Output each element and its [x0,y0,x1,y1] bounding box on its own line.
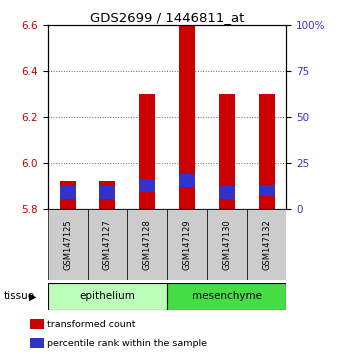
Bar [219,94,235,209]
Bar [258,185,275,196]
Bar [167,209,207,280]
Text: GSM147125: GSM147125 [63,219,72,270]
Text: mesenchyme: mesenchyme [192,291,262,302]
Bar [127,209,167,280]
Bar [179,25,195,209]
Bar [30,319,44,329]
Bar [100,181,115,209]
Text: ▶: ▶ [29,291,36,302]
Bar [88,209,127,280]
Text: epithelium: epithelium [79,291,135,302]
Text: tissue: tissue [3,291,34,302]
Bar [60,186,76,199]
Title: GDS2699 / 1446811_at: GDS2699 / 1446811_at [90,11,244,24]
Text: percentile rank within the sample: percentile rank within the sample [47,339,207,348]
Text: transformed count: transformed count [47,320,135,329]
Text: GSM147132: GSM147132 [262,219,271,270]
Text: GSM147129: GSM147129 [182,219,192,270]
Bar [139,179,155,192]
Bar [139,94,155,209]
Bar [167,283,286,310]
Bar [100,186,115,199]
Bar [207,209,247,280]
Bar [219,186,235,199]
Bar [48,283,167,310]
Text: GSM147128: GSM147128 [143,219,152,270]
Bar [247,209,286,280]
Bar [48,209,88,280]
Bar [60,181,76,209]
Text: GSM147127: GSM147127 [103,219,112,270]
Bar [258,94,275,209]
Bar [179,175,195,187]
Text: GSM147130: GSM147130 [222,219,231,270]
Bar [30,338,44,348]
